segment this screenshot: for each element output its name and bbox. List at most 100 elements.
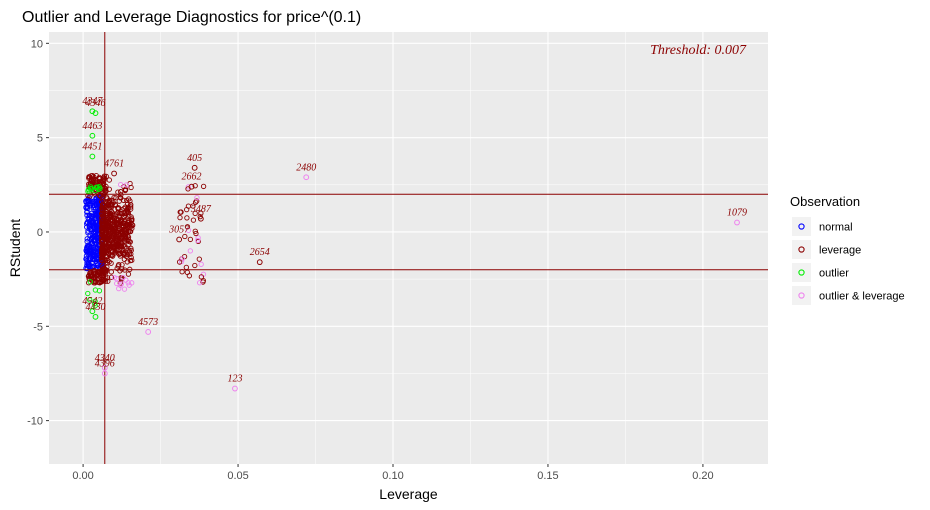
y-tick-label: -5 (33, 321, 43, 333)
leverage-point (192, 262, 198, 269)
point-label-4347: 4347 (82, 96, 103, 107)
leverage-point (200, 183, 207, 190)
leverage-point (192, 210, 198, 216)
x-tick-label: 0.00 (72, 470, 93, 482)
point-label-123: 123 (227, 374, 242, 385)
axis-ticks: 0.00 0.05 0.10 0.15 0.20 -10 -5 0 5 10 (27, 38, 714, 482)
grid (49, 32, 768, 464)
leverage-point (101, 250, 107, 257)
leverage-point (126, 218, 132, 224)
point-cloud (83, 172, 207, 309)
leverage-point (128, 214, 134, 220)
point-label-4573: 4573 (138, 317, 158, 328)
leverage-point (114, 265, 120, 272)
leverage-point (194, 198, 200, 204)
leverage-point (198, 274, 205, 280)
leverage-point (190, 203, 196, 209)
point-3487 (197, 215, 204, 222)
leverage-point (127, 257, 133, 264)
point-label-3057: 3057 (168, 225, 190, 236)
point-label-4761: 4761 (104, 158, 124, 169)
point-1079 (734, 219, 740, 226)
legend-label: normal (819, 222, 853, 234)
legend: Observation normal leverage outlier outlier… (790, 194, 905, 305)
chart-title: Outlier and Leverage Diagnostics for pri… (22, 9, 361, 26)
x-axis-title: Leverage (379, 486, 438, 502)
normal-point (85, 251, 91, 257)
point-2654 (256, 259, 263, 266)
point-123 (232, 385, 238, 392)
leverage-point (106, 223, 112, 230)
point-3057 (176, 236, 183, 243)
leverage-point (179, 256, 185, 262)
leverage-point (185, 184, 191, 190)
leverage-point (184, 224, 191, 230)
leverage-point (105, 226, 112, 232)
point-2480 (303, 174, 310, 181)
leverage-point (195, 235, 201, 241)
leverage-point (103, 173, 109, 180)
leverage-point (105, 211, 111, 217)
threshold-label: Threshold: 0.007 (650, 43, 747, 58)
leverage-point (125, 234, 132, 240)
normal-point (91, 226, 98, 232)
y-tick-label: 5 (37, 133, 43, 145)
point-label-405: 405 (187, 153, 202, 164)
leverage-point (125, 229, 131, 235)
point-4396 (101, 370, 108, 377)
leverage-point (190, 217, 197, 223)
normal-point (84, 219, 91, 225)
leverage-point (187, 248, 193, 254)
leverage-point (122, 244, 128, 250)
legend-marker (798, 246, 805, 253)
leverage-point (113, 195, 119, 201)
y-tick-label: -10 (27, 416, 43, 428)
leverage-point (192, 228, 198, 234)
leverage-point (185, 227, 192, 233)
leverage-point (196, 256, 202, 262)
reference-lines (49, 32, 768, 464)
leverage-point (198, 210, 204, 216)
point-4761 (111, 170, 117, 177)
legend-key (792, 286, 811, 305)
legend-label: outlier & leverage (819, 291, 905, 303)
point-label-2654: 2654 (250, 247, 270, 258)
leverage-point (117, 280, 123, 286)
leverage-point (89, 269, 95, 276)
legend-title: Observation (790, 194, 860, 209)
outlier-leverage-point (125, 280, 131, 286)
leverage-point (117, 225, 123, 232)
point-label-4463: 4463 (82, 121, 102, 132)
point-4463 (89, 132, 96, 139)
outlier-leverage-point (114, 280, 120, 287)
outlier-leverage-point (121, 286, 128, 292)
point-4340 (101, 364, 108, 371)
leverage-point (113, 211, 119, 217)
leverage-point (100, 221, 107, 227)
leverage-point (117, 210, 123, 217)
leverage-point (192, 199, 199, 205)
leverage-point (121, 213, 127, 219)
leverage-point (95, 279, 101, 285)
outlier-leverage-point (126, 282, 132, 288)
leverage-point (127, 223, 133, 229)
leverage-point (93, 272, 99, 279)
leverage-point (92, 270, 99, 276)
point-2662 (188, 183, 195, 190)
leverage-point (92, 177, 99, 183)
point-4451 (89, 153, 96, 160)
leverage-point (113, 235, 119, 241)
outlier-point (91, 300, 98, 307)
leverage-point (198, 261, 204, 267)
leverage-point (124, 197, 130, 204)
leverage-point (120, 251, 127, 257)
outlier-point (87, 279, 93, 285)
leverage-point (108, 201, 114, 208)
leverage-point (89, 172, 96, 179)
normal-point (85, 248, 91, 254)
outlier-point (96, 184, 102, 190)
leverage-point (128, 204, 134, 210)
leverage-point (184, 215, 190, 221)
legend-key (792, 240, 811, 259)
